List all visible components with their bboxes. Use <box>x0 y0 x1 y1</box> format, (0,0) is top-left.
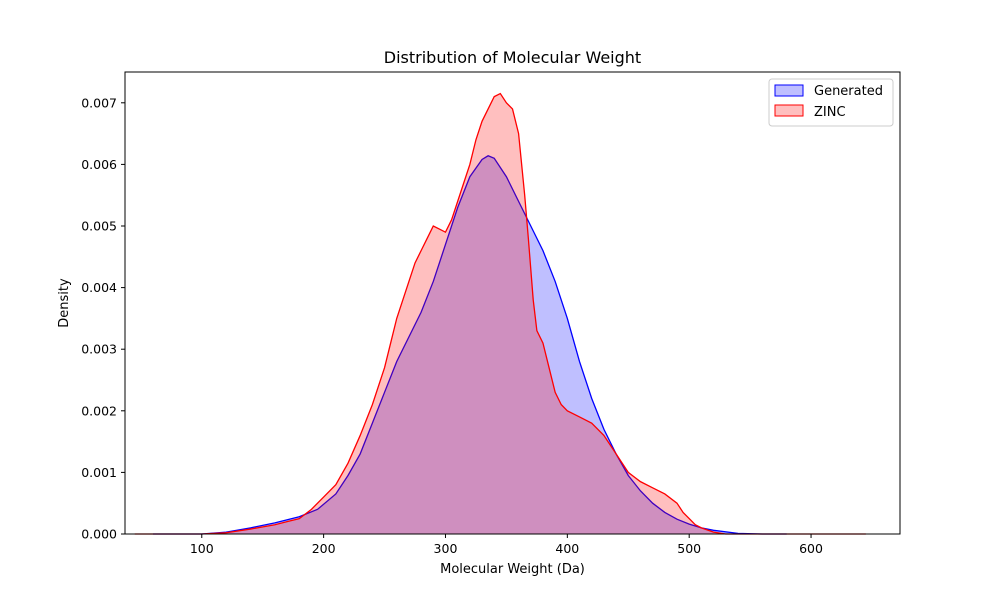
y-tick-label: 0.003 <box>81 342 117 357</box>
x-tick-label: 500 <box>677 541 701 556</box>
y-tick-label: 0.005 <box>81 219 117 234</box>
x-axis: 100 200 300 400 500 600 <box>190 534 823 556</box>
x-tick-label: 100 <box>190 541 214 556</box>
legend-swatch-generated <box>774 84 804 97</box>
legend-label-generated: Generated <box>814 84 883 99</box>
series-area-generated <box>153 155 787 534</box>
plot-frame <box>124 71 901 535</box>
y-tick-label: 0.002 <box>81 403 117 418</box>
y-tick-label: 0.000 <box>81 527 117 542</box>
y-tick-label: 0.007 <box>81 95 117 110</box>
legend-box <box>768 78 894 127</box>
plot-area <box>134 92 866 535</box>
x-tick-label: 300 <box>434 541 458 556</box>
y-tick-label: 0.004 <box>81 280 117 295</box>
series-area-zinc <box>134 93 866 534</box>
x-tick-label: 200 <box>312 541 336 556</box>
series-line-generated <box>153 155 787 535</box>
chart-title: Distribution of Molecular Weight <box>384 48 641 67</box>
legend-label-zinc: ZINC <box>814 105 846 120</box>
series-line-zinc <box>134 92 866 535</box>
x-tick-label: 600 <box>799 541 823 556</box>
y-tick-label: 0.001 <box>81 465 117 480</box>
legend: Generated ZINC <box>768 78 894 127</box>
y-axis: 0.000 0.001 0.002 0.003 0.004 0.005 0.006 0.007 <box>81 95 125 542</box>
y-axis-label: Density <box>57 278 72 328</box>
legend-swatch-zinc <box>774 104 804 117</box>
y-tick-label: 0.006 <box>81 157 117 172</box>
x-axis-label: Molecular Weight (Da) <box>440 562 585 577</box>
x-tick-label: 400 <box>555 541 579 556</box>
